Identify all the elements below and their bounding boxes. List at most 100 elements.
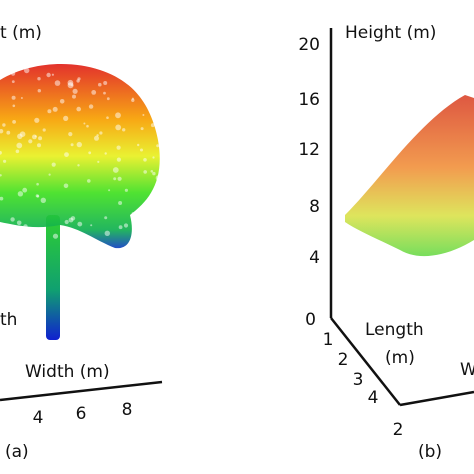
- speckle: [5, 226, 11, 233]
- speckle: [22, 187, 28, 193]
- speckle: [2, 123, 6, 127]
- speckle: [12, 120, 16, 124]
- speckle: [86, 124, 89, 128]
- speckle: [140, 148, 143, 152]
- point-texture: [0, 67, 162, 239]
- speckle: [155, 175, 162, 181]
- speckle: [0, 129, 4, 134]
- speckle: [149, 204, 154, 209]
- speckle: [98, 82, 102, 87]
- speckle: [143, 170, 147, 174]
- tick-label: 2: [338, 350, 349, 370]
- speckle: [83, 122, 86, 125]
- speckle: [34, 135, 37, 138]
- axis-line: [0, 380, 163, 402]
- speckle: [11, 80, 15, 83]
- axis-title: W: [460, 360, 474, 380]
- speckle: [20, 97, 23, 99]
- speckle: [51, 162, 56, 167]
- speckle: [118, 201, 123, 205]
- speckle: [137, 143, 140, 147]
- speckle: [106, 97, 110, 101]
- speckle: [10, 217, 15, 222]
- speckle: [68, 132, 73, 137]
- speckle: [117, 176, 122, 181]
- speckle: [48, 173, 51, 176]
- speckle: [108, 189, 111, 192]
- speckle: [115, 124, 122, 131]
- caption: (a): [5, 442, 29, 462]
- speckle: [38, 136, 43, 141]
- speckle: [99, 131, 103, 135]
- speckle: [122, 128, 126, 132]
- tick-label: 8: [309, 197, 320, 217]
- speckle: [142, 114, 145, 116]
- speckle: [157, 180, 160, 184]
- speckle: [70, 143, 74, 147]
- tick-label: 4: [309, 248, 320, 268]
- speckle: [104, 152, 107, 155]
- speckle: [23, 224, 28, 229]
- speckle: [67, 79, 74, 86]
- speckle: [103, 81, 108, 85]
- axis-title: (m): [385, 348, 415, 368]
- speckle: [0, 174, 2, 177]
- speckle: [72, 94, 76, 99]
- speckle: [28, 139, 33, 144]
- speckle: [94, 135, 99, 141]
- speckle: [47, 109, 52, 114]
- speckle: [51, 73, 55, 76]
- speckle: [16, 220, 22, 226]
- speckle: [131, 98, 135, 103]
- speckle: [97, 160, 100, 163]
- tick-label: 12: [298, 140, 320, 160]
- tick-label: 6: [76, 404, 87, 424]
- speckle: [131, 212, 135, 215]
- speckle: [116, 157, 121, 162]
- axis-line: [399, 390, 474, 407]
- speckle: [11, 226, 15, 229]
- speckle: [54, 80, 61, 86]
- speckle: [143, 158, 147, 162]
- speckle: [11, 71, 16, 76]
- speckle: [90, 224, 93, 227]
- axis-line: [330, 317, 401, 406]
- tick-label: 2: [393, 420, 404, 440]
- speckle: [76, 106, 81, 112]
- speckle: [63, 183, 69, 189]
- speckle: [76, 79, 80, 83]
- speckle: [40, 197, 46, 203]
- tick-label: 1: [323, 330, 334, 350]
- tick-label: 8: [122, 400, 133, 420]
- speckle: [116, 145, 121, 150]
- tick-label: 0: [305, 310, 316, 330]
- speckle: [156, 144, 160, 148]
- speckle: [52, 233, 59, 239]
- speckle: [36, 182, 39, 186]
- speckle: [6, 130, 11, 135]
- speckle: [123, 223, 129, 228]
- speckle: [115, 112, 121, 119]
- speckle: [70, 231, 77, 238]
- speckle: [91, 90, 97, 95]
- speckle: [37, 143, 41, 148]
- speckle: [76, 141, 83, 148]
- speckle: [63, 115, 69, 121]
- speckle: [11, 95, 16, 100]
- speckle: [106, 116, 109, 119]
- speckle: [96, 134, 99, 137]
- speckle: [59, 99, 65, 104]
- speckle: [15, 149, 20, 154]
- tick-label: 20: [298, 35, 320, 55]
- speckle: [16, 142, 23, 149]
- speckle: [64, 152, 69, 158]
- caption: (b): [418, 442, 442, 462]
- axis-title: Length: [365, 320, 424, 340]
- axis-title: th: [0, 310, 17, 330]
- speckle: [88, 104, 94, 109]
- tick-label: 4: [33, 408, 44, 428]
- speckle: [37, 89, 41, 93]
- speckle: [87, 179, 91, 183]
- point-cloud-a: [0, 64, 160, 340]
